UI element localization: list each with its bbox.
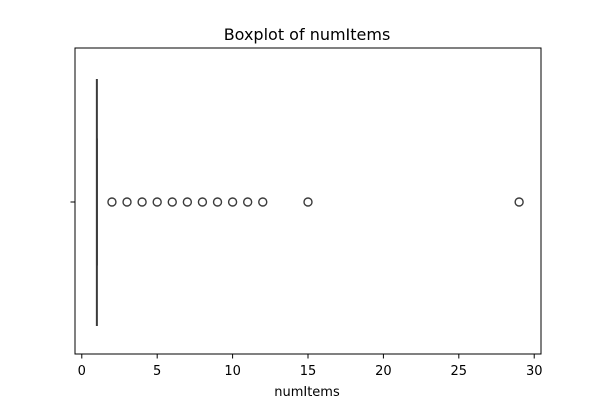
outlier-point bbox=[514, 197, 524, 207]
outlier-point bbox=[242, 197, 253, 207]
x-tick-label: 5 bbox=[153, 364, 161, 379]
outlier-point bbox=[227, 197, 238, 207]
outlier-point bbox=[258, 197, 268, 207]
x-tick-label: 25 bbox=[451, 364, 468, 379]
outlier-point bbox=[182, 197, 193, 207]
plot-area-frame bbox=[74, 47, 542, 355]
box-element bbox=[95, 79, 98, 326]
outlier-point bbox=[197, 197, 208, 207]
outlier-point bbox=[137, 197, 147, 207]
x-axis-label: numItems bbox=[274, 385, 340, 400]
chart-title: Boxplot of numItems bbox=[224, 25, 391, 44]
outlier-point bbox=[212, 197, 223, 207]
x-tick-label: 0 bbox=[78, 364, 86, 379]
x-tick-label: 20 bbox=[375, 364, 392, 379]
outlier-point bbox=[107, 197, 117, 207]
outlier-point bbox=[152, 197, 162, 207]
x-axis-ticks: 0 5 10 15 20 25 30 bbox=[78, 354, 543, 379]
x-tick-label: 10 bbox=[224, 364, 241, 379]
x-tick-label: 30 bbox=[526, 364, 543, 379]
outlier-points bbox=[107, 197, 524, 207]
x-tick-label: 15 bbox=[300, 364, 317, 379]
outlier-point bbox=[122, 197, 132, 207]
outlier-point bbox=[167, 197, 177, 207]
outlier-point bbox=[303, 197, 313, 207]
